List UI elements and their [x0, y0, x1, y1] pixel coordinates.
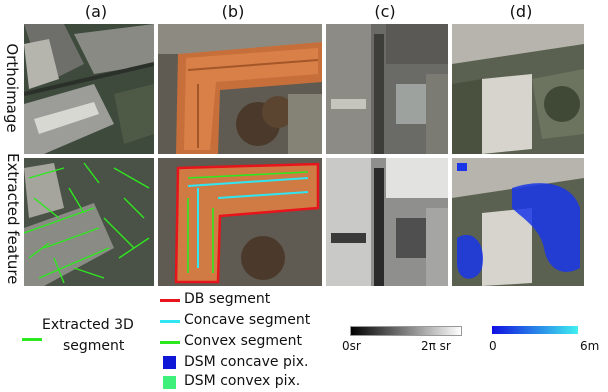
orthoimage-panel-c: [326, 24, 448, 154]
scale-d-max-label: 6m: [580, 339, 600, 353]
dsm-concave-label: DSM concave pix.: [184, 354, 309, 370]
column-label-b: (b): [221, 2, 245, 21]
scale-c-min-label: 0sr: [342, 339, 361, 353]
dsm-concave-swatch: [163, 356, 176, 369]
extracted-3d-segment-swatch: [22, 338, 42, 341]
db-segment-swatch: [160, 299, 180, 302]
scale-bar-c: [350, 326, 462, 336]
extracted-3d-segment-label-1: Extracted 3D: [42, 317, 134, 333]
scale-bar-d: [492, 326, 578, 334]
scale-d-min-label: 0: [489, 339, 497, 353]
row-label-extracted-feature: Extracted feature: [4, 153, 22, 285]
extracted-3d-segment-label-2: segment: [63, 338, 125, 354]
orthoimage-panel-b: [158, 24, 322, 154]
extracted-feature-panel-c: [326, 158, 448, 286]
convex-segment-label: Convex segment: [184, 333, 303, 349]
column-label-c: (c): [374, 2, 396, 21]
row-label-orthoimage: Orthoimage: [3, 43, 21, 133]
orthoimage-panel-a: [24, 24, 154, 154]
column-label-d: (d): [509, 2, 533, 21]
dsm-convex-swatch: [163, 376, 176, 389]
extracted-feature-panel-a: [24, 158, 154, 286]
convex-segment-swatch: [160, 341, 180, 344]
dsm-convex-label: DSM convex pix.: [184, 373, 301, 389]
concave-segment-swatch: [160, 320, 180, 323]
concave-segment-label: Concave segment: [184, 312, 311, 328]
extracted-feature-panel-d: [452, 158, 584, 286]
orthoimage-panel-d: [452, 24, 584, 154]
db-segment-label: DB segment: [184, 291, 271, 307]
column-label-a: (a): [84, 2, 108, 21]
scale-c-max-label: 2π sr: [421, 339, 451, 353]
extracted-feature-panel-b: [158, 158, 322, 286]
